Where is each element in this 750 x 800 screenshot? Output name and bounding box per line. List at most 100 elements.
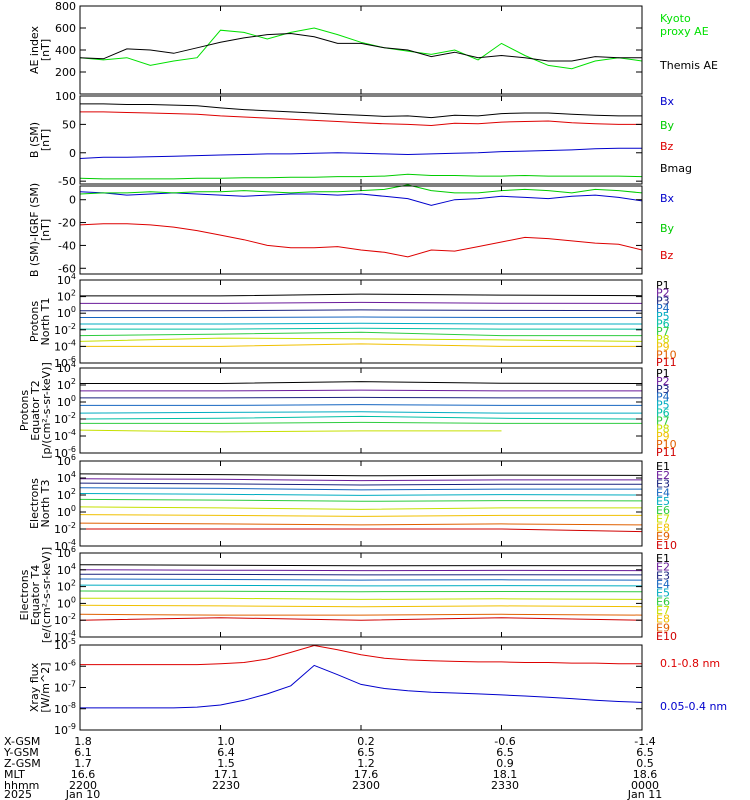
series-line-p2 — [80, 301, 643, 304]
series-line-p5 — [80, 322, 642, 325]
series-line-e10 — [79, 617, 643, 621]
panel-2: -50 0 50 100 B (SM)[nT] Bx By Bz Bmag — [28, 90, 692, 188]
channel-label: P10 — [656, 438, 677, 451]
y-tick-label: 10-4 — [54, 338, 76, 353]
y-tick-label: 102 — [57, 289, 76, 304]
y-tick-label: 0 — [69, 147, 76, 160]
series-line-e7 — [79, 506, 642, 510]
channel-label: E5 — [656, 495, 670, 508]
footer-value: 6.5 — [357, 746, 375, 759]
legend-entry: Bx — [660, 192, 675, 205]
y-axis-label: [nT] — [39, 129, 52, 151]
footer-value: 1.7 — [74, 757, 92, 770]
channel-label: P1 — [656, 367, 670, 380]
footer-value: 2200 — [69, 779, 97, 792]
y-tick-label: 106 — [57, 453, 76, 468]
y-tick-label: 100 — [57, 305, 76, 320]
y-tick-label: -40 — [58, 239, 76, 252]
legend-entry: 0.05-0.4 nm — [660, 700, 727, 713]
channel-label: E8 — [656, 613, 670, 626]
channel-label: P11 — [656, 446, 677, 459]
panel-frame — [79, 5, 643, 95]
channel-label: E3 — [656, 569, 670, 582]
y-tick-label: 10-4 — [54, 629, 76, 644]
legend-entry: By — [660, 119, 675, 132]
footer-value: 0.5 — [636, 757, 654, 770]
channel-label: E2 — [656, 561, 670, 574]
y-tick-label: 0 — [69, 194, 76, 207]
channel-label: P7 — [656, 414, 670, 427]
y-tick-label: 100 — [57, 595, 76, 610]
series-line-0-1-0-8-nm — [80, 644, 642, 666]
series-line-p7 — [80, 421, 642, 424]
series-line-e9 — [79, 522, 643, 526]
y-tick-label: 600 — [55, 22, 76, 35]
footer-value: 1.2 — [357, 757, 375, 770]
panel-frame — [79, 279, 643, 364]
y-axis-label: B (SM)-IGRF (SM) — [28, 183, 41, 277]
series-line-p7 — [79, 331, 642, 337]
series-line-e6 — [79, 498, 643, 502]
series-line-p6 — [79, 415, 643, 420]
channel-label: E1 — [656, 460, 670, 473]
y-tick-label: 10-6 — [54, 658, 76, 673]
channel-label: P6 — [656, 407, 670, 420]
y-tick-label: 104 — [57, 360, 76, 375]
footer-value: 0000 — [631, 779, 659, 792]
footer-value: 1.8 — [74, 735, 92, 748]
channel-label: E6 — [656, 504, 670, 517]
footer-row-label: Z-GSM — [4, 757, 41, 770]
channel-label: E4 — [656, 578, 670, 591]
series-line-e2 — [79, 569, 643, 572]
series-line-e2 — [79, 478, 642, 482]
footer-value: 6.4 — [217, 746, 235, 759]
series-line-p6 — [80, 327, 642, 330]
channel-label: E5 — [656, 587, 670, 600]
footer-value: 6.5 — [636, 746, 654, 759]
series-line-0-05-0-4-nm — [80, 664, 643, 709]
y-tick-label: 104 — [57, 470, 76, 485]
series-line-p8 — [79, 337, 643, 342]
y-tick-label: 100 — [57, 504, 76, 519]
footer-row-label: MLT — [4, 768, 25, 781]
y-tick-label: 10-2 — [54, 411, 76, 426]
y-axis-label: Electrons — [18, 569, 31, 620]
y-axis-label: B (SM) — [28, 122, 41, 158]
channel-label: P8 — [656, 333, 670, 346]
panel-frame — [79, 367, 643, 454]
channel-label: E7 — [656, 604, 670, 617]
channel-label: P5 — [656, 399, 670, 412]
channel-label: E3 — [656, 478, 670, 491]
series-line-e9 — [79, 613, 643, 616]
panel-frame — [79, 644, 643, 731]
channel-label: P10 — [656, 348, 677, 361]
footer-value: 2230 — [212, 779, 240, 792]
channel-label: P2 — [656, 287, 670, 300]
channel-label: P8 — [656, 422, 670, 435]
channel-label: E8 — [656, 521, 670, 534]
footer-value: -1.4 — [634, 735, 655, 748]
y-tick-label: 10-2 — [54, 612, 76, 627]
series-line-bx — [79, 191, 643, 206]
legend-entry: Bz — [660, 249, 674, 262]
y-axis-label: Xray flux — [28, 662, 41, 712]
series-line-themis-ae — [79, 32, 642, 62]
y-axis-label: [W/m^2] — [39, 662, 52, 712]
footer-value: 17.1 — [214, 768, 239, 781]
series-line-e8 — [79, 514, 642, 517]
footer-value: -0.6 — [494, 735, 515, 748]
footer-value: 1.5 — [217, 757, 235, 770]
footer-value: 0.9 — [496, 757, 514, 770]
legend-entry: proxy AE — [660, 25, 709, 38]
footer-value: 18.1 — [493, 768, 518, 781]
series-line-p2 — [80, 389, 642, 392]
series-line-e4 — [79, 487, 642, 491]
series-line-e4 — [79, 578, 643, 581]
y-tick-label: 10-2 — [54, 521, 76, 536]
channel-label: P11 — [656, 356, 677, 369]
panel-3: -60 -40 -20 0 B (SM)-IGRF (SM)[nT] Bx By Bz — [28, 183, 675, 277]
y-axis-label: Protons — [18, 390, 31, 431]
